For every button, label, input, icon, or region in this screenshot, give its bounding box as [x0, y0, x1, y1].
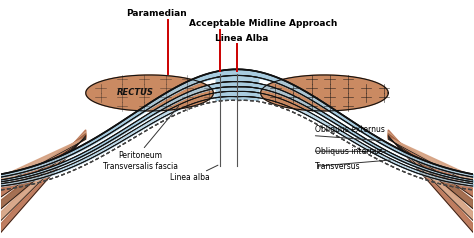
Polygon shape [388, 130, 474, 233]
Polygon shape [0, 130, 86, 233]
Text: RECTUS: RECTUS [117, 89, 154, 98]
Text: Obliquus externus: Obliquus externus [315, 125, 385, 134]
Text: Linea alba: Linea alba [170, 174, 210, 182]
Polygon shape [388, 134, 474, 209]
Polygon shape [388, 138, 474, 185]
Text: Transversus: Transversus [315, 162, 361, 171]
Polygon shape [388, 136, 474, 197]
Polygon shape [86, 75, 213, 111]
Text: Linea Alba: Linea Alba [215, 34, 268, 43]
Polygon shape [0, 134, 86, 209]
Text: Obliquus internus: Obliquus internus [315, 147, 383, 156]
Polygon shape [0, 138, 86, 185]
Text: Paramedian: Paramedian [126, 9, 187, 18]
Polygon shape [388, 132, 474, 221]
Text: Acceptable Midline Approach: Acceptable Midline Approach [189, 19, 337, 28]
Text: Peritoneum
Transversalis fascia: Peritoneum Transversalis fascia [102, 151, 178, 171]
Polygon shape [261, 75, 388, 111]
Polygon shape [0, 132, 86, 221]
Polygon shape [0, 136, 86, 197]
